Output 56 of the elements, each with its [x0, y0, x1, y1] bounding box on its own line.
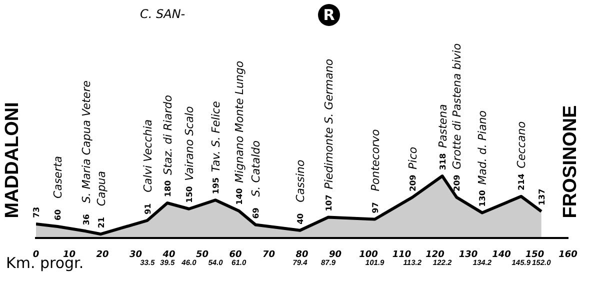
annotation: Pastena: [436, 104, 450, 148]
x-tick-label: 110: [392, 250, 412, 260]
data-label: 91: [143, 202, 152, 214]
data-label: 97: [370, 202, 380, 214]
data-label: 107: [324, 194, 334, 212]
annotation: Staz. di Riardo: [161, 94, 174, 176]
data-label: 40: [296, 212, 306, 224]
x-tick-label: 90: [328, 250, 342, 260]
annotation: Mad. d. Piano: [476, 110, 490, 185]
data-label: 36: [82, 214, 91, 226]
annotation: Cassino: [294, 159, 308, 202]
data-label: 318: [438, 152, 448, 170]
data-label: 209: [408, 174, 418, 192]
data-label: 180: [163, 180, 172, 198]
x-tick-label: 20: [96, 250, 109, 260]
annotation: MADDALONI: [2, 102, 23, 218]
data-label: 73: [32, 206, 41, 218]
x-tick-label: 120: [426, 250, 444, 260]
x-tick-label: 70: [262, 250, 276, 260]
data-label: 21: [96, 216, 106, 228]
x-tick-label: 80: [296, 250, 308, 260]
data-label: 195: [212, 176, 221, 194]
annotation: Ceccano: [515, 121, 528, 168]
annotation: FROSINONE: [560, 105, 581, 218]
data-label: 130: [478, 190, 488, 207]
annotation: S. Cataldo: [249, 140, 262, 197]
data-label: 137: [537, 188, 546, 206]
data-label: 214: [517, 173, 526, 190]
annotation: Piedimonte S. Germano: [322, 58, 336, 190]
x-tick-label: 140: [492, 250, 511, 260]
x-tick-label: 130: [458, 250, 478, 260]
data-label: 209: [452, 174, 462, 192]
annotation: Pontecorvo: [368, 129, 382, 192]
annotation: Calvi Vecchia: [141, 119, 154, 192]
annotation: Caserta: [52, 156, 65, 198]
annotation: Vairano Scalo: [182, 106, 196, 181]
text: C. SAN-: [140, 7, 186, 21]
annotation: S. Maria Capua Vetere: [80, 80, 93, 204]
x-tick-label: 100: [359, 250, 378, 260]
data-label: 69: [251, 207, 260, 219]
data-label: 60: [54, 208, 63, 220]
data-label: 140: [234, 188, 244, 205]
x-tick-label: 160: [558, 250, 578, 260]
x-tick-label: 150: [525, 250, 544, 260]
annotation: Capua: [94, 170, 108, 206]
x-tick-label: 30: [129, 250, 142, 260]
annotation: Mignano Monte Lungo: [232, 60, 246, 183]
data-label: 150: [184, 186, 194, 203]
annotation: Tav. S. Felice: [210, 100, 223, 172]
annotation: Grotte di Pastena bivio: [450, 43, 464, 170]
x-tick-label: 60: [229, 250, 242, 260]
x-tick-label: 40: [162, 250, 176, 260]
annotation: Pico: [406, 146, 420, 170]
x-tick-label: 50: [196, 250, 209, 260]
x-tick-label: 10: [62, 250, 76, 260]
circled-letter-sign: R: [318, 4, 340, 26]
